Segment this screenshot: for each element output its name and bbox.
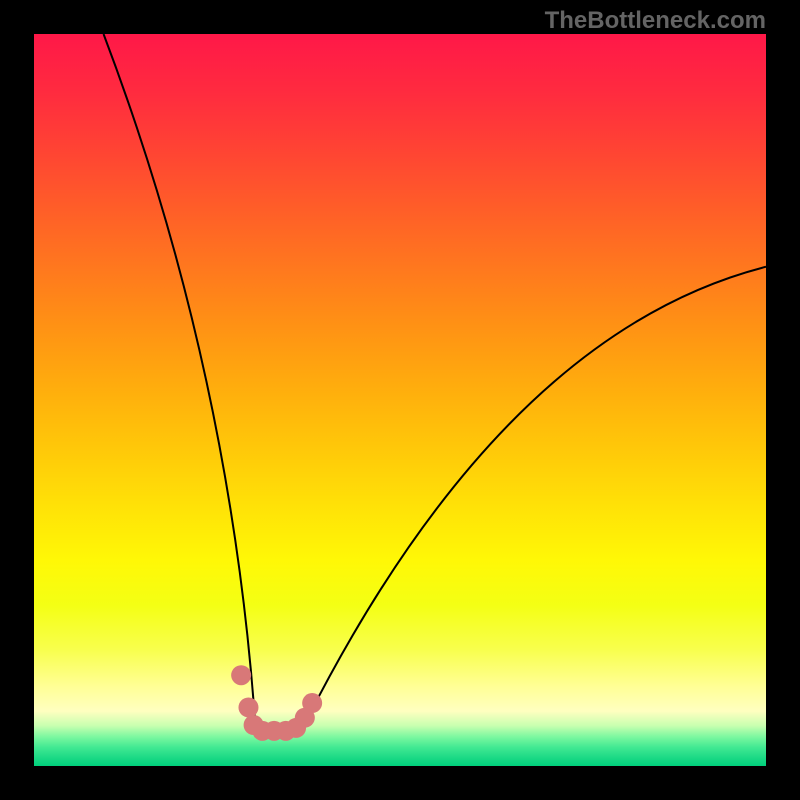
plot-area: [34, 34, 766, 766]
chart-canvas: TheBottleneck.com: [0, 0, 800, 800]
marker-dot: [238, 697, 258, 717]
plot-svg: [34, 34, 766, 766]
marker-dot: [302, 693, 322, 713]
watermark-text: TheBottleneck.com: [545, 7, 766, 35]
marker-dot: [231, 665, 251, 685]
gradient-background: [34, 34, 766, 766]
